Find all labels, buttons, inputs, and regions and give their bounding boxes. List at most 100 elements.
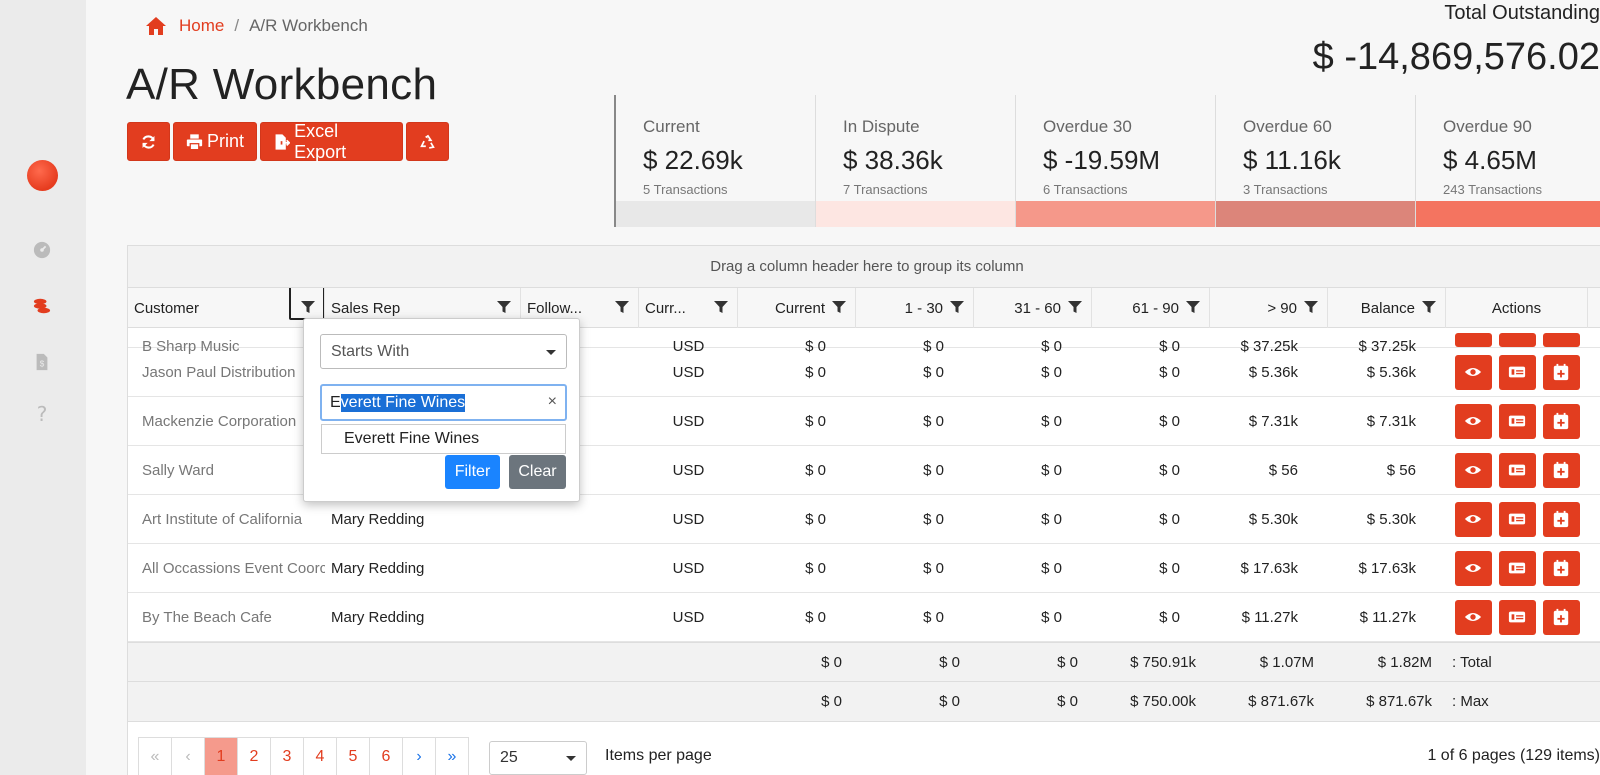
filter-icon[interactable] xyxy=(1067,299,1083,315)
view-button[interactable] xyxy=(1454,403,1492,439)
card-overdue-90[interactable]: Overdue 90 $ 4.65M 243 Transactions xyxy=(1416,95,1600,227)
card-overdue-30[interactable]: Overdue 30 $ -19.59M 6 Transactions xyxy=(1016,95,1216,227)
page-button[interactable]: 4 xyxy=(303,737,337,775)
add-activity-button[interactable] xyxy=(1542,333,1580,347)
cell-customer[interactable]: Jason Paul Distribution xyxy=(142,363,296,381)
filter-icon[interactable] xyxy=(496,299,512,315)
cell-customer[interactable]: B Sharp Music xyxy=(142,338,240,355)
next-page-button[interactable]: › xyxy=(402,737,436,775)
view-button[interactable] xyxy=(1454,452,1492,488)
card-current[interactable]: Current $ 22.69k 5 Transactions xyxy=(616,95,816,227)
col-customer[interactable]: Customer xyxy=(128,288,325,328)
add-activity-button[interactable] xyxy=(1542,501,1580,537)
table-row[interactable]: B Sharp Music USD $ 0 $ 0 $ 0 $ 0 $ 37.2… xyxy=(128,328,1600,355)
help-icon[interactable]: ? xyxy=(36,402,48,426)
filter-icon[interactable] xyxy=(713,299,729,315)
table-row[interactable]: Mackenzie Corporation USD $ 0 $ 0 $ 0 $ 0 $ 7.… xyxy=(128,397,1600,446)
card-bar xyxy=(616,201,815,227)
add-activity-button[interactable] xyxy=(1542,452,1580,488)
col-61-90[interactable]: 61 - 90 xyxy=(1092,288,1210,328)
filter-icon[interactable] xyxy=(831,299,847,315)
col-over-90-label: > 90 xyxy=(1267,299,1297,317)
page-size-select[interactable]: 25 xyxy=(489,741,587,775)
statement-button[interactable] xyxy=(1498,354,1536,390)
cell-customer[interactable]: Sally Ward xyxy=(142,461,214,479)
card-count: 243 Transactions xyxy=(1443,182,1543,197)
clear-input-icon[interactable]: × xyxy=(547,393,557,410)
add-activity-button[interactable] xyxy=(1542,599,1580,635)
last-page-button[interactable]: » xyxy=(435,737,469,775)
invoice-dollar-icon[interactable]: $ xyxy=(32,352,52,372)
cell-customer[interactable]: Art Institute of California xyxy=(142,510,303,528)
clear-button[interactable]: Clear xyxy=(509,455,566,489)
home-icon[interactable] xyxy=(145,16,167,36)
coins-icon[interactable] xyxy=(32,296,52,316)
col-current[interactable]: Current xyxy=(738,288,856,328)
cell-1-30: $ 0 xyxy=(923,559,944,577)
col-31-60[interactable]: 31 - 60 xyxy=(974,288,1092,328)
add-activity-button[interactable] xyxy=(1542,354,1580,390)
filter-icon[interactable] xyxy=(1185,299,1201,315)
col-sales-rep[interactable]: Sales Rep xyxy=(325,288,521,328)
cell-customer[interactable]: Mackenzie Corporation xyxy=(142,412,297,430)
recycle-button[interactable] xyxy=(406,122,449,161)
col-1-30[interactable]: 1 - 30 xyxy=(856,288,974,328)
first-page-button[interactable]: « xyxy=(138,737,172,775)
statement-button[interactable] xyxy=(1498,452,1536,488)
table-row[interactable]: All Occassions Event Coorc Mary Redding US… xyxy=(128,544,1600,593)
cell-31-60: $ 0 xyxy=(1041,510,1062,528)
chevron-down-icon xyxy=(546,350,556,355)
filter-icon[interactable] xyxy=(1421,299,1437,315)
filter-icon[interactable] xyxy=(614,299,630,315)
card-in-dispute[interactable]: In Dispute $ 38.36k 7 Transactions xyxy=(816,95,1016,227)
table-row[interactable]: Art Institute of California Mary Redding U… xyxy=(128,495,1600,544)
excel-export-button[interactable]: Excel Export xyxy=(260,121,403,162)
statement-button[interactable] xyxy=(1498,501,1536,537)
statement-button[interactable] xyxy=(1498,550,1536,586)
app-logo[interactable] xyxy=(27,160,58,191)
page-button[interactable]: 5 xyxy=(336,737,370,775)
col-over-90[interactable]: > 90 xyxy=(1210,288,1328,328)
filter-operator-select[interactable]: Starts With xyxy=(320,334,567,369)
col-balance[interactable]: Balance xyxy=(1328,288,1446,328)
print-button[interactable]: Print xyxy=(173,122,257,161)
page-button[interactable]: 3 xyxy=(270,737,304,775)
filter-icon[interactable] xyxy=(300,299,316,315)
dashboard-gauge-icon[interactable] xyxy=(32,240,52,260)
statement-button[interactable] xyxy=(1498,333,1536,347)
refresh-button[interactable] xyxy=(127,122,170,161)
col-follow-up[interactable]: Follow... xyxy=(521,288,639,328)
filter-icon[interactable] xyxy=(949,299,965,315)
table-row[interactable]: By The Beach Cafe Mary Redding USD $ 0 $ 0 $ … xyxy=(128,593,1600,642)
card-amount: $ 22.69k xyxy=(643,145,743,175)
add-activity-button[interactable] xyxy=(1542,403,1580,439)
view-button[interactable] xyxy=(1454,550,1492,586)
breadcrumb-home-link[interactable]: Home xyxy=(179,16,225,35)
cell-customer[interactable]: By The Beach Cafe xyxy=(142,608,272,626)
card-overdue-60[interactable]: Overdue 60 $ 11.16k 3 Transactions xyxy=(1216,95,1416,227)
cell-balance: $ 17.63k xyxy=(1358,559,1416,577)
view-button[interactable] xyxy=(1454,354,1492,390)
page-button[interactable]: 6 xyxy=(369,737,403,775)
statement-button[interactable] xyxy=(1498,403,1536,439)
total-label: : Total xyxy=(1452,653,1492,671)
filter-button[interactable]: Filter xyxy=(445,455,500,489)
prev-page-button[interactable]: ‹ xyxy=(171,737,205,775)
view-button[interactable] xyxy=(1454,599,1492,635)
add-activity-button[interactable] xyxy=(1542,550,1580,586)
page-button[interactable]: 2 xyxy=(237,737,271,775)
table-row[interactable]: Jason Paul Distribution USD $ 0 $ 0 $ 0 $ 0 $ … xyxy=(128,348,1600,397)
cell-currency: USD xyxy=(672,338,705,355)
view-button[interactable] xyxy=(1454,501,1492,537)
page-button[interactable]: 1 xyxy=(204,737,238,775)
card-amount: $ 38.36k xyxy=(843,145,943,175)
view-button[interactable] xyxy=(1454,333,1492,347)
filter-icon[interactable] xyxy=(1303,299,1319,315)
statement-button[interactable] xyxy=(1498,599,1536,635)
group-drop-zone[interactable]: Drag a column header here to group its c… xyxy=(128,246,1600,288)
table-row[interactable]: Sally Ward USD $ 0 $ 0 $ 0 $ 0 $ 56 $ 56 xyxy=(128,446,1600,495)
autocomplete-suggestion[interactable]: Everett Fine Wines xyxy=(321,424,566,454)
col-currency[interactable]: Curr... xyxy=(639,288,738,328)
cell-customer[interactable]: All Occassions Event Coorc xyxy=(142,559,325,577)
